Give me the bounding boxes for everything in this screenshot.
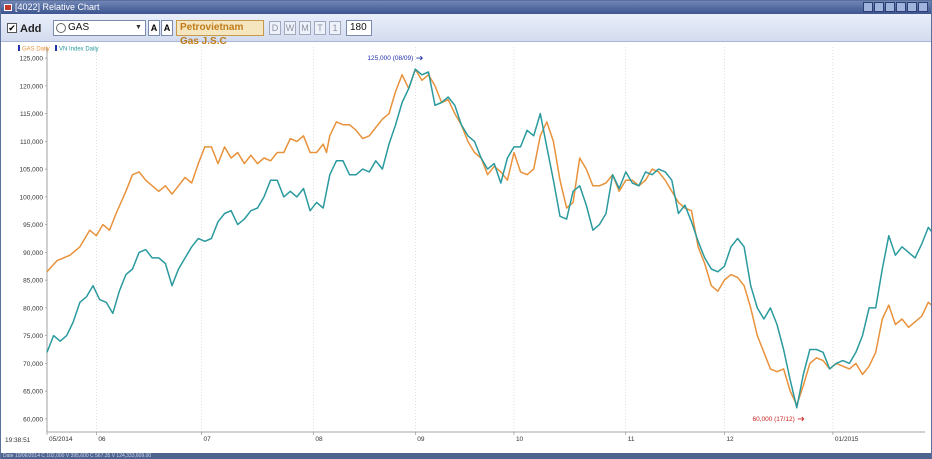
help-icon[interactable] [896,2,906,12]
legend-entry: VN Index Daily [59,47,99,53]
period-week-button[interactable]: W [284,21,296,35]
period-day-button[interactable]: D [269,21,281,35]
time-label: 19:38:51 [5,437,31,444]
x-tick-label: 08 [315,436,323,443]
x-tick-label: 01/2015 [835,436,859,443]
y-tick-label: 105,000 [20,167,44,174]
pin-icon[interactable] [863,2,873,12]
y-tick-label: 70,000 [23,361,43,368]
y-tick-label: 85,000 [23,278,43,285]
title-bar[interactable]: [4022] Relative Chart [1,1,931,14]
minimize-icon[interactable] [907,2,917,12]
tool-b-button[interactable]: A [161,20,173,36]
x-tick-label: 10 [516,436,524,443]
x-tick-label: 06 [98,436,106,443]
min-arrow-icon [797,416,805,422]
y-tick-label: 75,000 [23,333,43,340]
link-icon[interactable] [874,2,884,12]
add-label: Add [20,23,42,35]
x-tick-label: 05/2014 [49,436,73,443]
x-tick-label: 12 [726,436,734,443]
period-tick-button[interactable]: T [314,21,326,35]
window-title: [4022] Relative Chart [15,2,100,12]
tool-a-button[interactable]: A [148,20,160,36]
min-value-marker: 60,000 (17/12) [752,416,794,423]
window-buttons [863,2,928,12]
symbol-input[interactable]: GAS [53,20,146,36]
close-icon[interactable] [918,2,928,12]
x-tick-label: 07 [204,436,212,443]
legend-swatch-vn [55,45,57,51]
y-tick-label: 80,000 [23,305,43,312]
series-line-gas [46,68,931,406]
y-tick-label: 60,000 [23,416,43,423]
y-tick-label: 100,000 [20,194,44,201]
y-tick-label: 90,000 [23,250,43,257]
period-month-button[interactable]: M [299,21,311,35]
company-name: Petrovietnam Gas J.S.C [176,20,264,47]
legend-entry: GAS Daily [22,47,50,53]
settings-icon[interactable] [885,2,895,12]
y-tick-label: 95,000 [23,222,43,229]
search-icon[interactable] [56,23,66,33]
max-arrow-icon [416,55,423,61]
x-tick-label: 09 [417,436,425,443]
max-value-marker: 125,000 (08/09) [367,55,413,62]
series-line-vn-index [46,68,931,409]
legend-swatch-gas [18,45,20,51]
y-tick-label: 115,000 [20,111,43,118]
x-tick-label: 11 [628,436,635,443]
period-count-input[interactable]: 180 [346,20,372,36]
y-tick-label: 65,000 [23,389,43,396]
y-tick-label: 120,000 [20,83,44,90]
chevron-down-icon[interactable]: ▼ [135,24,142,31]
y-tick-label: 125,000 [20,56,44,63]
toolbar: ✔ Add GAS ▼ A A Petrovietnam Gas J.S.C D… [1,14,931,47]
y-tick-label: 110,000 [20,139,43,146]
add-checkbox[interactable]: ✔ [7,23,17,33]
app-icon [4,4,12,11]
status-bar: Date 10/06/2014 C 102,000 V 395,600 C 56… [1,453,931,459]
relative-chart[interactable]: 125,000 120,000 115,000 110,000 105,000 100,0… [1,43,931,453]
period-one-button[interactable]: 1 [329,21,341,35]
